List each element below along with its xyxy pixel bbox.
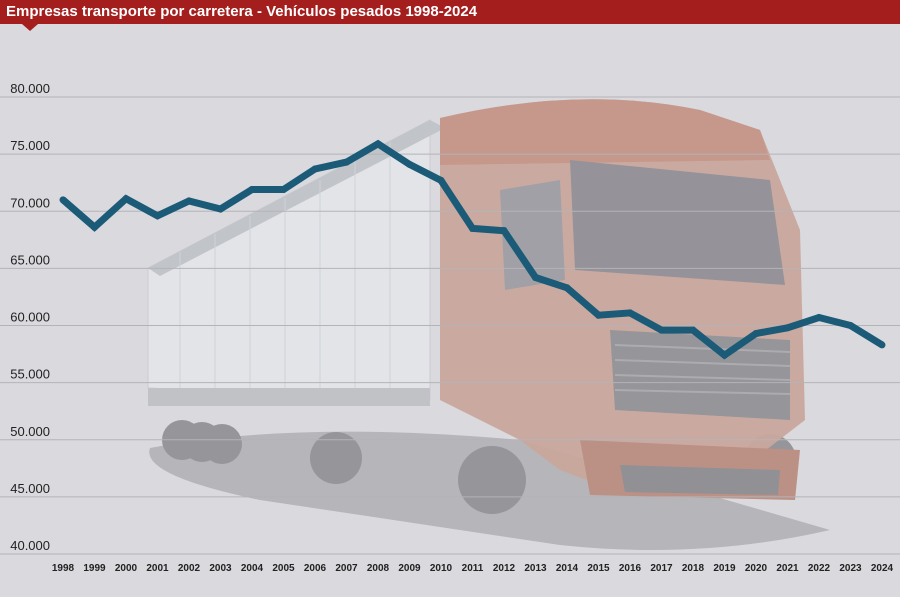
x-tick-label: 2021 — [776, 563, 799, 574]
x-tick-label: 2022 — [808, 563, 831, 574]
y-tick-label: 40.000 — [10, 538, 50, 553]
y-tick-label: 80.000 — [10, 81, 50, 96]
x-tick-label: 2001 — [146, 563, 169, 574]
x-tick-label: 2007 — [335, 563, 358, 574]
data-point — [847, 322, 854, 329]
title-notch-decoration — [22, 24, 38, 31]
x-tick-label: 1998 — [52, 563, 75, 574]
data-point — [311, 165, 319, 173]
x-tick-label: 2002 — [178, 563, 201, 574]
data-point — [815, 314, 823, 322]
y-tick-label: 75.000 — [10, 138, 50, 153]
chart-title: Empresas transporte por carretera - Vehí… — [0, 0, 900, 24]
data-point — [154, 212, 161, 220]
data-point — [626, 309, 634, 317]
y-tick-label: 55.000 — [10, 367, 50, 382]
data-point — [185, 197, 193, 205]
x-tick-label: 2000 — [115, 563, 138, 574]
x-tick-label: 2006 — [304, 563, 327, 574]
data-point — [784, 324, 791, 332]
data-point — [500, 227, 508, 235]
data-point — [532, 274, 539, 282]
x-tick-label: 2019 — [713, 563, 736, 574]
y-tick-label: 70.000 — [10, 195, 50, 210]
x-tick-label: 2016 — [619, 563, 642, 574]
x-tick-label: 2005 — [272, 563, 295, 574]
series-layer — [59, 139, 886, 360]
data-point — [343, 158, 350, 166]
x-tick-label: 2008 — [367, 563, 390, 574]
data-point — [406, 160, 413, 168]
x-tick-label: 1999 — [83, 563, 106, 574]
x-tick-label: 2018 — [682, 563, 705, 574]
data-point — [374, 140, 382, 148]
x-tick-label: 2017 — [650, 563, 673, 574]
data-point — [563, 284, 571, 292]
x-tick-label: 2020 — [745, 563, 768, 574]
x-tick-label: 2009 — [398, 563, 421, 574]
data-point — [248, 186, 256, 194]
data-point — [878, 341, 886, 349]
x-tick-label: 2012 — [493, 563, 516, 574]
x-tick-label: 2011 — [462, 563, 484, 574]
data-point — [721, 351, 728, 359]
x-tick-label: 2014 — [556, 563, 579, 574]
x-tick-label: 2015 — [587, 563, 610, 574]
x-tick-label: 2003 — [209, 563, 232, 574]
x-axis: 1998 1999 2000 2001 2002 2003 2004 2005 2006 2007… — [52, 563, 894, 574]
data-point — [752, 329, 760, 337]
grid-lines — [0, 96, 900, 555]
y-axis: 40.000 45.000 50.000 55.000 60.000 65.000 70.0… — [10, 81, 50, 553]
x-tick-label: 2004 — [241, 563, 264, 574]
data-point — [91, 223, 98, 231]
y-tick-label: 45.000 — [10, 481, 50, 496]
data-point — [217, 205, 224, 213]
y-tick-label: 60.000 — [10, 310, 50, 325]
x-tick-label: 2024 — [871, 563, 894, 574]
x-tick-label: 2010 — [430, 563, 453, 574]
data-point — [469, 224, 476, 232]
data-point — [437, 176, 445, 184]
x-tick-label: 2013 — [524, 563, 547, 574]
data-point — [122, 195, 130, 203]
x-tick-label: 2023 — [839, 563, 862, 574]
data-point — [280, 186, 287, 194]
y-tick-label: 50.000 — [10, 424, 50, 439]
truck-illustration — [147, 99, 830, 550]
data-point — [689, 326, 697, 334]
y-tick-label: 65.000 — [10, 252, 50, 267]
data-point — [658, 326, 665, 334]
data-point — [59, 196, 67, 204]
data-point — [595, 311, 602, 319]
